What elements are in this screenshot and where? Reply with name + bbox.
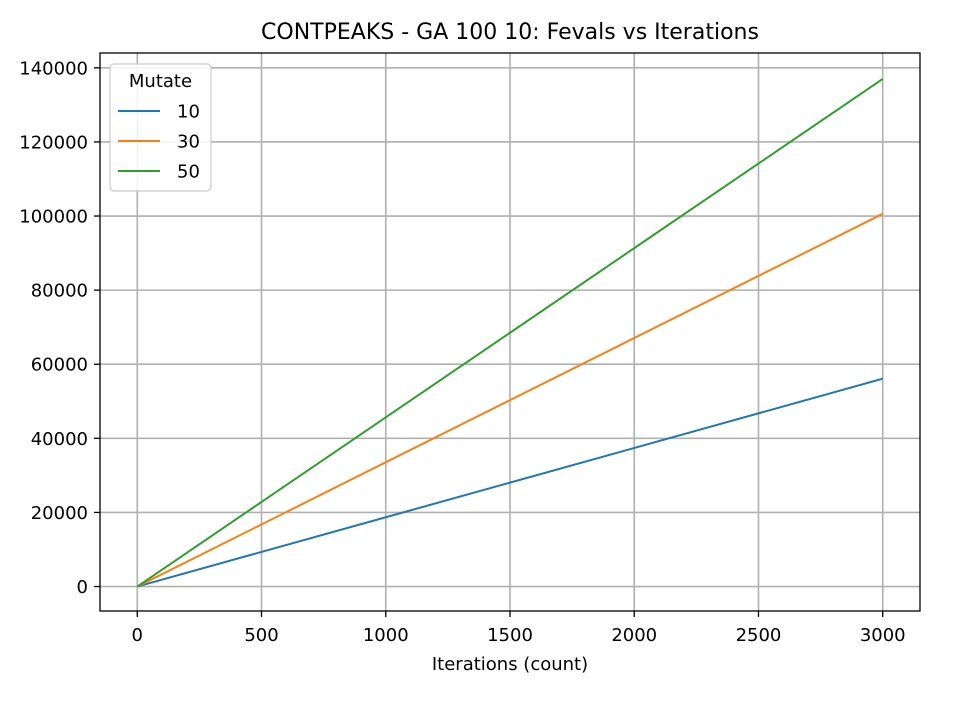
legend-label-10: 10: [177, 102, 200, 123]
x-tick-label: 2500: [736, 625, 782, 646]
x-tick-label: 0: [132, 625, 143, 646]
x-tick-label: 3000: [860, 625, 906, 646]
y-tick-label: 100000: [19, 207, 88, 228]
series-line-50: [136, 78, 884, 588]
y-tick-label: 0: [77, 577, 88, 598]
legend: Mutate 10 30 50: [109, 63, 212, 192]
x-axis-label: Iterations (count): [432, 654, 588, 675]
y-tick-label: 80000: [31, 281, 88, 302]
y-tick-label: 40000: [31, 429, 88, 450]
grid: [100, 53, 920, 611]
x-tick-label: 1000: [363, 625, 409, 646]
y-tick-label: 140000: [19, 58, 88, 79]
legend-label-30: 30: [177, 132, 200, 153]
legend-label-50: 50: [177, 162, 200, 183]
x-tick-label: 1500: [487, 625, 533, 646]
y-tick-label: 60000: [31, 355, 88, 376]
x-tick-label: 2000: [611, 625, 657, 646]
legend-title: Mutate: [129, 71, 192, 92]
chart-title: CONTPEAKS - GA 100 10: Fevals vs Iterati…: [261, 20, 759, 45]
y-axis-ticks: 0 20000 40000 60000 80000 100000 120000 140000: [19, 58, 100, 598]
series-line-10: [137, 377, 883, 588]
x-axis-ticks: 0 500 1000 1500 2000 2500 3000: [132, 611, 906, 646]
series-lines: [136, 78, 884, 588]
y-tick-label: 120000: [19, 132, 88, 153]
x-tick-label: 500: [244, 625, 278, 646]
legend-entries: 10 30 50: [118, 102, 200, 183]
legend-box: [109, 63, 212, 192]
y-tick-label: 20000: [31, 503, 88, 524]
series-line-30: [136, 212, 884, 588]
